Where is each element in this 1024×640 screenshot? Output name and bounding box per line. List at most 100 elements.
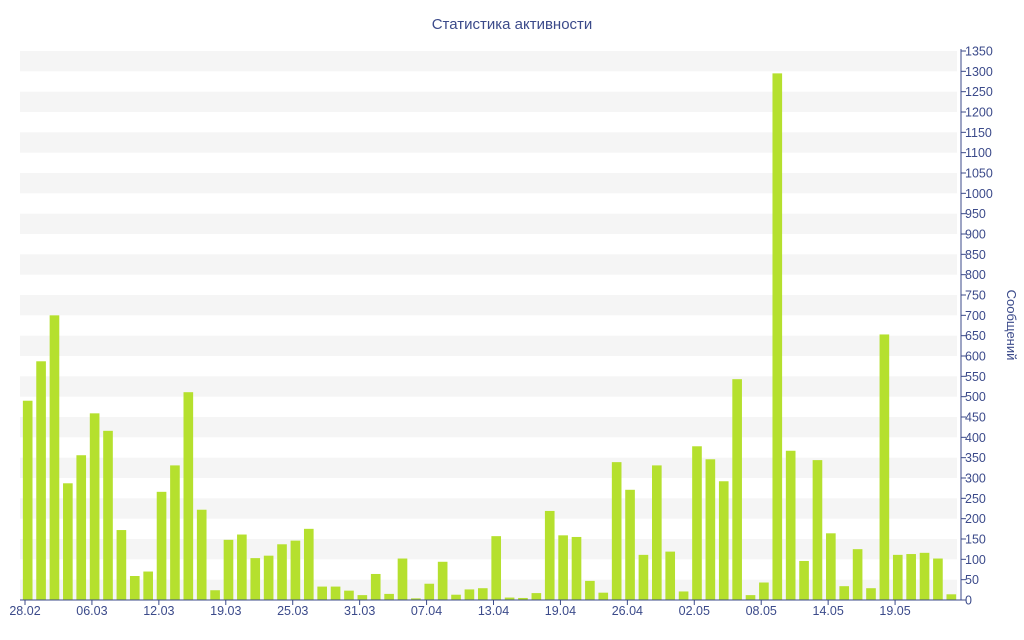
y-tick-label: 50	[965, 573, 979, 587]
y-tick-label: 500	[965, 390, 986, 404]
y-tick-label: 350	[965, 451, 986, 465]
bar[interactable]	[785, 450, 796, 600]
bar[interactable]	[933, 558, 943, 600]
bar[interactable]	[839, 586, 850, 600]
bar[interactable]	[638, 554, 649, 600]
bar[interactable]	[76, 455, 87, 600]
y-tick-label: 1200	[965, 106, 993, 120]
bar[interactable]	[598, 592, 609, 600]
bar[interactable]	[63, 483, 73, 600]
bar[interactable]	[210, 590, 220, 600]
grid-bands	[20, 51, 957, 600]
x-tick-label: 31.03	[344, 604, 375, 618]
y-tick-label: 1050	[965, 167, 993, 181]
y-tick-label: 950	[965, 207, 986, 221]
x-tick-label: 14.05	[813, 604, 844, 618]
y-tick-label: 1250	[965, 85, 993, 99]
bar[interactable]	[344, 590, 354, 600]
bar[interactable]	[531, 593, 542, 600]
x-tick-label: 19.05	[879, 604, 910, 618]
bar[interactable]	[143, 571, 153, 600]
bar[interactable]	[892, 554, 903, 600]
x-tick-label: 08.05	[746, 604, 777, 618]
bar[interactable]	[223, 539, 234, 600]
bar[interactable]	[170, 465, 180, 600]
bar[interactable]	[103, 430, 113, 600]
grid-band	[20, 51, 957, 72]
bar[interactable]	[946, 594, 957, 600]
bar[interactable]	[464, 589, 475, 600]
bar[interactable]	[116, 530, 127, 600]
bar[interactable]	[759, 582, 769, 600]
bar[interactable]	[879, 334, 890, 600]
bar[interactable]	[411, 598, 421, 600]
x-tick-label: 06.03	[76, 604, 107, 618]
bar[interactable]	[357, 595, 368, 600]
bar[interactable]	[250, 558, 261, 600]
bar[interactable]	[89, 413, 100, 600]
bar[interactable]	[451, 594, 461, 600]
bar[interactable]	[504, 597, 515, 600]
chart-title: Статистика активности	[431, 16, 593, 33]
bar[interactable]	[237, 534, 247, 600]
y-tick-label: 400	[965, 431, 986, 445]
bar[interactable]	[397, 558, 408, 600]
bar[interactable]	[652, 465, 662, 600]
bar[interactable]	[544, 510, 555, 600]
bar[interactable]	[303, 528, 314, 600]
bar[interactable]	[22, 400, 33, 600]
bar[interactable]	[437, 561, 448, 600]
bar[interactable]	[370, 573, 381, 600]
bar[interactable]	[625, 489, 635, 600]
grid-band	[20, 173, 957, 194]
y-tick-label: 250	[965, 492, 986, 506]
y-tick-label: 600	[965, 350, 986, 364]
bar[interactable]	[477, 588, 488, 600]
bar[interactable]	[424, 583, 435, 600]
bar[interactable]	[196, 509, 207, 600]
bar[interactable]	[277, 544, 287, 600]
bar[interactable]	[585, 580, 595, 600]
y-tick-label: 550	[965, 370, 986, 384]
bar[interactable]	[665, 551, 676, 600]
grid-band	[20, 417, 957, 438]
bar[interactable]	[799, 560, 809, 600]
bar[interactable]	[718, 481, 729, 600]
bar[interactable]	[156, 491, 167, 600]
y-tick-label: 300	[965, 472, 986, 486]
bar[interactable]	[812, 460, 823, 600]
bar[interactable]	[745, 595, 756, 600]
bar[interactable]	[491, 536, 502, 600]
bar[interactable]	[129, 576, 140, 600]
bar[interactable]	[384, 593, 394, 600]
bar[interactable]	[906, 554, 916, 600]
x-tick-label: 25.03	[277, 604, 308, 618]
bar[interactable]	[919, 552, 930, 600]
y-axis-title: Сообщений	[1004, 290, 1019, 361]
bar[interactable]	[571, 536, 582, 600]
bar[interactable]	[290, 540, 301, 600]
grid-band	[20, 457, 957, 478]
bar[interactable]	[317, 586, 327, 600]
bar[interactable]	[866, 588, 876, 600]
bar[interactable]	[852, 549, 863, 600]
y-tick-label: 750	[965, 289, 986, 303]
bar[interactable]	[826, 533, 836, 600]
x-tick-label: 19.04	[545, 604, 576, 618]
bar[interactable]	[36, 361, 46, 600]
bar[interactable]	[705, 459, 716, 600]
bar[interactable]	[49, 315, 60, 600]
bar[interactable]	[558, 535, 568, 600]
bar[interactable]	[518, 597, 528, 600]
bar[interactable]	[611, 462, 622, 600]
bar[interactable]	[263, 555, 274, 600]
bar[interactable]	[692, 446, 702, 600]
y-tick-label: 800	[965, 268, 986, 282]
bar[interactable]	[678, 591, 689, 600]
bar[interactable]	[772, 73, 783, 600]
y-tick-label: 1300	[965, 65, 993, 79]
bar[interactable]	[183, 392, 194, 600]
bar[interactable]	[330, 586, 341, 600]
bar[interactable]	[732, 379, 742, 600]
x-tick-label: 07.04	[411, 604, 442, 618]
